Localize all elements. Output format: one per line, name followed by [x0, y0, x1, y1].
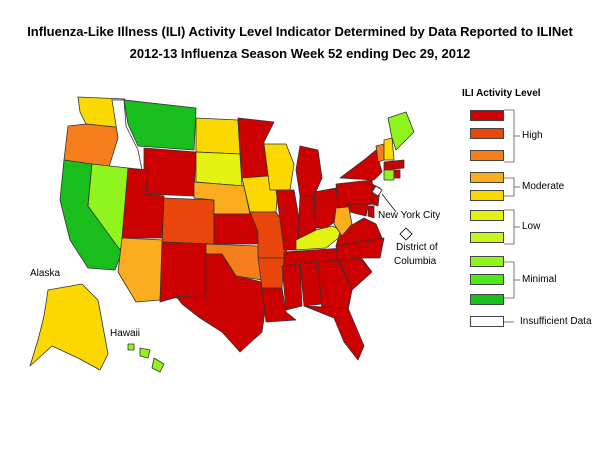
map-title: Influenza-Like Illness (ILI) Activity Le… [27, 24, 573, 39]
state-louisiana [261, 287, 297, 323]
state-massachusetts [383, 159, 405, 171]
label-hawaii: Hawaii [110, 328, 141, 339]
label-nyc: New York City [378, 210, 441, 221]
state-new-york [339, 149, 383, 181]
state-ohio [313, 187, 341, 229]
state-hawaii-3 [151, 357, 165, 373]
legend-swatch-9 [470, 128, 504, 139]
legend-label-insufficient: Insufficient Data [520, 316, 592, 327]
state-florida [303, 305, 365, 361]
legend-swatch-3 [470, 256, 504, 267]
state-north-dakota [195, 117, 241, 155]
state-maryland [347, 203, 369, 217]
legend-label-high: High [522, 130, 543, 141]
legend-swatch-1 [470, 294, 504, 305]
legend-brackets [504, 109, 520, 323]
legend-label-minimal: Minimal [522, 274, 557, 285]
state-colorado [161, 197, 215, 245]
map-subtitle: 2012-13 Influenza Season Week 52 ending … [129, 46, 471, 61]
state-virginia [335, 217, 383, 247]
legend-swatch-insufficient [470, 316, 504, 327]
state-georgia [317, 259, 353, 311]
legend-swatch-8 [470, 150, 504, 161]
state-new-hampshire [383, 137, 395, 161]
state-new-mexico [159, 241, 207, 303]
state-wyoming [143, 147, 197, 197]
state-rhode-island [393, 169, 401, 179]
state-wisconsin [263, 143, 295, 191]
state-arizona [117, 237, 165, 303]
state-montana [123, 99, 197, 151]
legend-label-low: Low [522, 221, 541, 232]
state-michigan [295, 145, 323, 197]
legend-swatch-4 [470, 232, 504, 243]
legend-swatch-7 [470, 172, 504, 183]
nyc-marker [371, 185, 383, 197]
state-hawaii-1 [127, 343, 135, 351]
legend-swatch-2 [470, 274, 504, 285]
state-connecticut [383, 169, 395, 181]
label-alaska: Alaska [30, 268, 61, 279]
state-arkansas [257, 257, 285, 289]
state-kansas [213, 213, 259, 245]
state-south-dakota [195, 151, 243, 187]
legend-label-moderate: Moderate [522, 181, 565, 192]
state-texas [175, 253, 267, 353]
legend-title: ILI Activity Level [462, 88, 541, 99]
dc-marker [399, 227, 413, 241]
state-mississippi [281, 263, 303, 311]
label-dc-2: Columbia [394, 256, 437, 267]
state-delaware [367, 205, 375, 219]
state-maine [387, 111, 415, 151]
legend-swatch-5 [470, 210, 504, 221]
legend-swatch-6 [470, 190, 504, 201]
state-hawaii-2 [139, 347, 151, 359]
state-alaska [29, 283, 109, 371]
nyc-leader-line [381, 193, 397, 213]
label-dc-1: District of [396, 242, 438, 253]
legend-swatch-10 [470, 110, 504, 121]
